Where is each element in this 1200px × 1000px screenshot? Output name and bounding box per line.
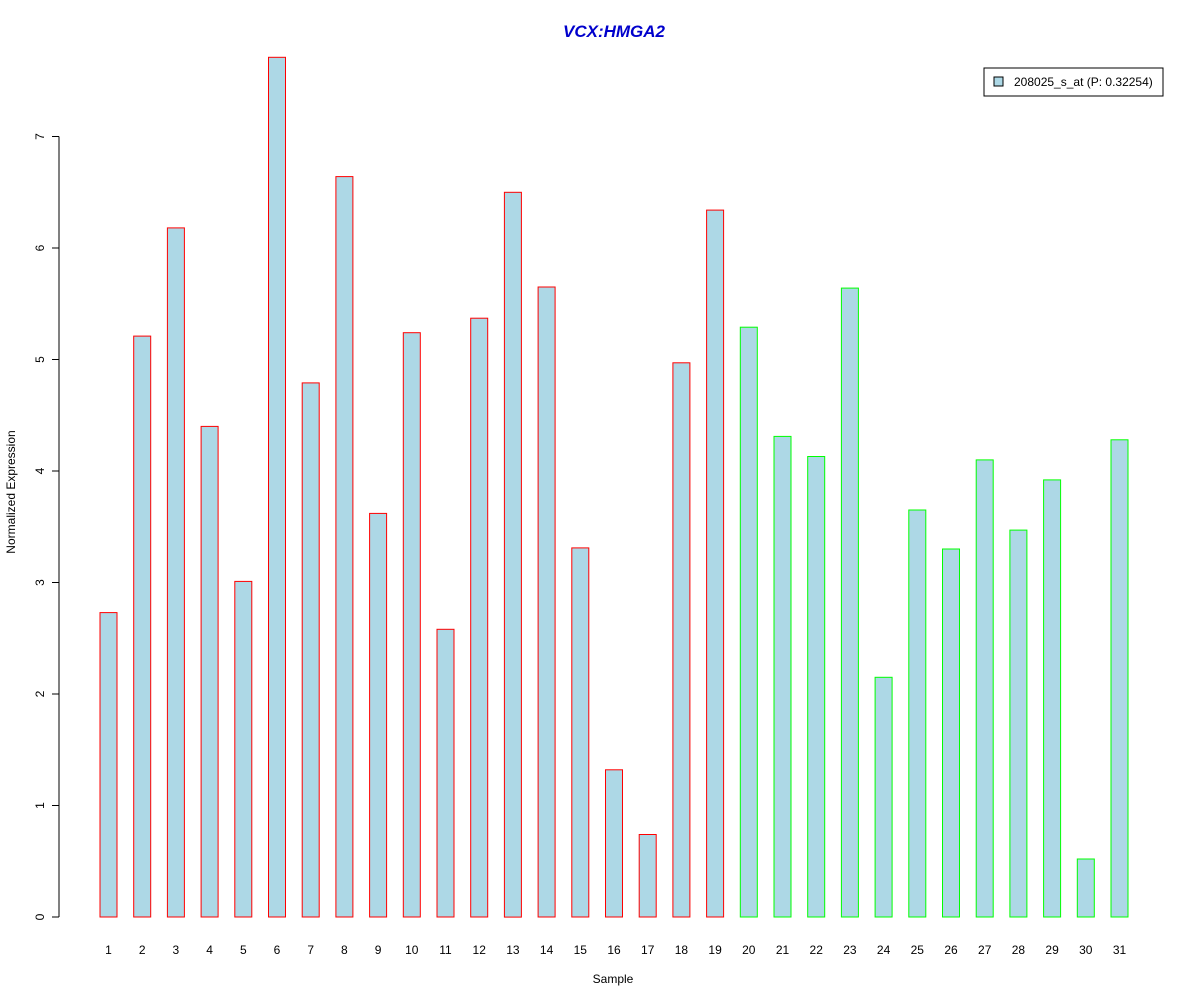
bars [99, 56, 1129, 918]
y-tick-label: 2 [33, 690, 47, 697]
legend-label: 208025_s_at (P: 0.32254) [1014, 75, 1153, 89]
y-axis-label: Normalized Expression [4, 430, 18, 553]
bar-sample-23 [840, 287, 859, 918]
bar-sample-20 [739, 326, 758, 918]
bar-sample-14 [537, 286, 556, 918]
x-tick-label: 1 [105, 943, 112, 957]
x-tick-label: 22 [810, 943, 824, 957]
y-tick-label: 1 [33, 802, 47, 809]
x-tick-label: 17 [641, 943, 655, 957]
y-tick-label: 3 [33, 579, 47, 586]
bar-sample-1 [99, 612, 118, 918]
legend: 208025_s_at (P: 0.32254) [983, 67, 1164, 97]
x-tick-label: 4 [206, 943, 213, 957]
x-tick-label: 8 [341, 943, 348, 957]
bar-sample-25 [908, 509, 927, 918]
x-tick-label: 31 [1113, 943, 1127, 957]
bar-sample-27 [975, 459, 994, 918]
bar-sample-5 [234, 580, 253, 918]
x-tick-label: 13 [506, 943, 520, 957]
x-tick-label: 12 [473, 943, 487, 957]
bar-sample-21 [773, 435, 792, 918]
x-tick-label: 30 [1079, 943, 1093, 957]
bar-sample-7 [301, 382, 320, 918]
bar-sample-24 [874, 676, 893, 918]
bar-sample-31 [1110, 439, 1129, 918]
x-tick-label: 26 [944, 943, 958, 957]
bar-sample-22 [807, 456, 826, 918]
y-axis: 0 1 2 3 4 5 6 7 [33, 133, 60, 920]
chart-title: VCX:HMGA2 [563, 22, 666, 41]
x-tick-label: 6 [274, 943, 281, 957]
x-axis-label: Sample [593, 972, 634, 986]
x-tick-label: 20 [742, 943, 756, 957]
bar-sample-9 [369, 512, 388, 918]
bar-sample-19 [706, 209, 725, 918]
x-tick-label: 2 [139, 943, 146, 957]
x-tick-label: 29 [1045, 943, 1059, 957]
bar-sample-15 [571, 547, 590, 918]
bar-sample-2 [133, 335, 152, 918]
bar-sample-26 [942, 548, 960, 918]
x-tick-label: 14 [540, 943, 554, 957]
bar-sample-30 [1076, 858, 1095, 918]
bar-sample-29 [1043, 479, 1062, 918]
bar-sample-6 [268, 56, 286, 918]
bar-sample-17 [638, 834, 657, 918]
x-tick-label: 15 [574, 943, 588, 957]
bar-sample-12 [470, 317, 489, 918]
bar-sample-18 [672, 362, 691, 918]
bar-sample-4 [200, 425, 219, 918]
bar-sample-8 [335, 176, 354, 918]
y-tick-label: 5 [33, 356, 47, 363]
x-tick-label: 10 [405, 943, 419, 957]
bar-sample-3 [166, 227, 185, 918]
x-tick-label: 19 [708, 943, 722, 957]
x-tick-label: 23 [843, 943, 857, 957]
bar-sample-13 [503, 191, 522, 918]
bar-sample-28 [1009, 529, 1028, 918]
x-tick-label: 16 [607, 943, 621, 957]
bar-sample-11 [436, 628, 455, 918]
y-tick-label: 6 [33, 244, 47, 251]
x-tick-label: 11 [439, 943, 452, 957]
x-tick-label: 21 [776, 943, 790, 957]
x-tick-label: 5 [240, 943, 247, 957]
bar-sample-10 [402, 332, 421, 918]
x-tick-label: 7 [307, 943, 314, 957]
x-tick-label: 27 [978, 943, 992, 957]
bar-sample-16 [605, 769, 623, 918]
legend-swatch [993, 76, 1004, 87]
legend-box [983, 67, 1164, 97]
y-tick-label: 0 [33, 913, 47, 920]
y-tick-label: 7 [33, 133, 47, 140]
x-tick-label: 9 [375, 943, 382, 957]
x-axis: 1 2 3 4 5 6 7 8 9 10 11 12 13 14 15 16 17 18 19 20 21 22 23 24 2… [105, 943, 1126, 957]
x-tick-label: 25 [911, 943, 925, 957]
x-tick-label: 3 [173, 943, 180, 957]
x-tick-label: 28 [1012, 943, 1026, 957]
x-tick-label: 24 [877, 943, 891, 957]
x-tick-label: 18 [675, 943, 689, 957]
y-tick-label: 4 [33, 467, 47, 474]
